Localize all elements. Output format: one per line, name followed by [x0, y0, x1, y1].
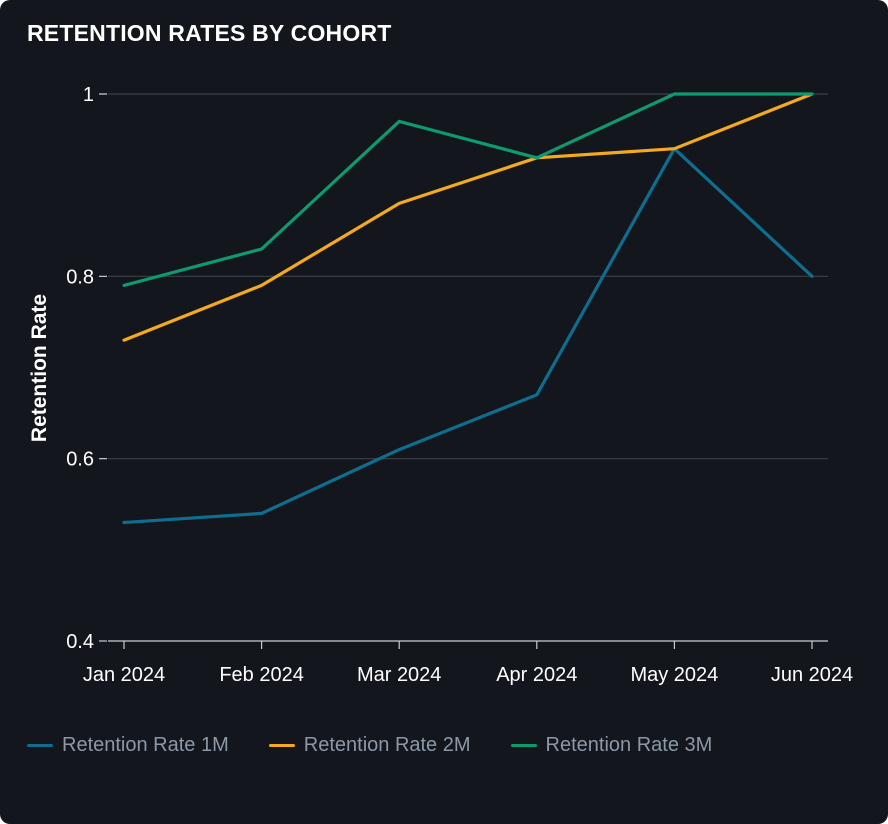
- y-tick-label: 1: [83, 84, 94, 106]
- legend-item-1[interactable]: Retention Rate 1M: [27, 734, 229, 757]
- legend-item-2[interactable]: Retention Rate 2M: [268, 734, 471, 757]
- legend-swatch: [268, 744, 295, 747]
- legend-label: Retention Rate 3M: [545, 734, 713, 756]
- series-line-2: [122, 92, 814, 342]
- legend-label: Retention Rate 2M: [303, 734, 471, 756]
- x-tick-label: Jun 2024: [771, 664, 853, 686]
- x-tick-label: Apr 2024: [496, 664, 577, 686]
- x-tick-label: Feb 2024: [219, 664, 304, 686]
- legend-swatch: [27, 744, 53, 747]
- legend-label: Retention Rate 1M: [62, 734, 229, 756]
- legend-swatch: [510, 744, 537, 747]
- axes: 0.4 0.6 0.8 1 Jan 2024 Feb 2024 Mar 2024 Apr 20…: [66, 84, 853, 686]
- y-axis-label: Retention Rate: [28, 294, 51, 442]
- x-tick-label: May 2024: [630, 664, 718, 686]
- legend: Retention Rate 1M Retention Rate 2M Retent…: [27, 734, 752, 757]
- series-lines: [122, 92, 814, 525]
- y-tick-label: 0.8: [66, 266, 94, 288]
- series-line-3: [122, 92, 814, 287]
- legend-item-3[interactable]: Retention Rate 3M: [510, 734, 713, 757]
- x-tick-label: Jan 2024: [83, 664, 165, 686]
- grid: [108, 93, 828, 460]
- chart-title: RETENTION RATES BY COHORT: [27, 20, 392, 46]
- y-tick-label: 0.4: [66, 631, 94, 653]
- x-tick-label: Mar 2024: [357, 664, 442, 686]
- y-tick-label: 0.6: [66, 449, 94, 471]
- series-line-1: [122, 147, 814, 525]
